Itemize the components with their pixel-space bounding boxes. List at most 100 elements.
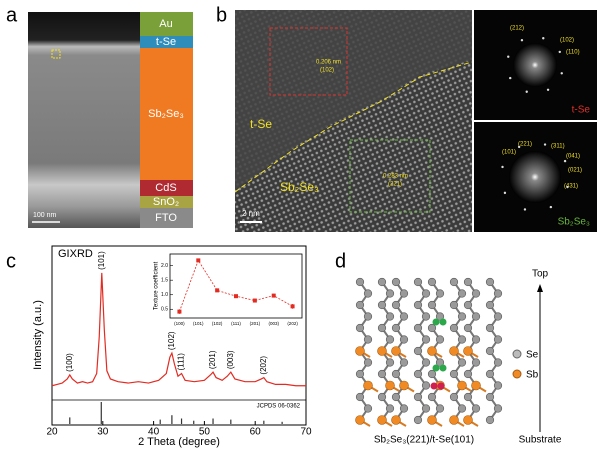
fft-label: t-Se: [572, 105, 591, 116]
fft-spot: (212): [510, 26, 524, 32]
fft-dot: [549, 205, 553, 209]
legend-label: Se: [526, 350, 539, 361]
annotation: (102): [320, 68, 334, 74]
atom: [427, 277, 437, 287]
fft-dot: [523, 208, 527, 211]
layer: [140, 12, 193, 36]
layer: [140, 36, 193, 48]
atom: [413, 415, 423, 425]
xrd-line: [51, 272, 306, 387]
atom: [385, 404, 395, 413]
point: [215, 288, 220, 293]
fft-dot: [563, 159, 567, 163]
atom: [463, 369, 473, 379]
layer: [140, 208, 193, 228]
fft-dot: [542, 37, 545, 40]
atom: [435, 289, 445, 298]
fft-dot: [546, 88, 550, 91]
atom: [355, 415, 365, 425]
atom: [449, 392, 459, 402]
fft-dot: [543, 143, 547, 146]
annotation: (221): [388, 182, 402, 188]
atom: [421, 404, 431, 413]
atom: [355, 300, 365, 310]
fft-spot: (101): [502, 150, 516, 156]
atom: [471, 335, 481, 344]
x-tick-label: 20: [46, 427, 58, 438]
fft-spot: (431): [564, 184, 578, 190]
arrow-label: Top: [532, 269, 549, 280]
point: [234, 294, 238, 299]
atom: [363, 335, 373, 344]
x-tick-label: 60: [250, 427, 262, 438]
x-tick-label: 70: [300, 427, 312, 438]
atom: [385, 335, 395, 344]
atom: [377, 323, 387, 333]
x-tick-label: (111): [231, 321, 241, 326]
crystal-structure: [355, 277, 503, 427]
atom: [421, 289, 431, 298]
atom: [377, 415, 387, 425]
x-tick-label: (201): [250, 321, 261, 326]
fft-center: [509, 151, 561, 203]
atom: [493, 381, 503, 390]
x-tick-label: 50: [199, 427, 211, 438]
atom: [463, 277, 473, 287]
atom: [427, 392, 437, 402]
atom: [463, 323, 473, 333]
atom: [463, 392, 473, 402]
layer-label: FTO: [155, 212, 177, 224]
atom: [355, 277, 365, 287]
atom: [485, 323, 495, 333]
x-axis-label: 2 Theta (degree): [138, 436, 220, 448]
point: [290, 304, 295, 309]
fft-dot: [566, 185, 569, 189]
atom: [385, 358, 395, 367]
x-tick-label: 40: [148, 427, 160, 438]
region-box: [269, 27, 348, 96]
y-axis-label: Intensity (a.u.): [32, 300, 44, 370]
annotation: 0.206 nm: [316, 60, 341, 66]
y-tick-label: 1.5: [161, 278, 168, 284]
region-box: [349, 139, 431, 213]
atom: [363, 312, 373, 321]
peak-label: (201): [208, 350, 217, 369]
reference-label: JCPDS 06-0362: [257, 404, 301, 410]
atom: [413, 369, 423, 379]
peak-label: (202): [259, 356, 268, 375]
defect: [437, 382, 445, 390]
fft-dot: [558, 50, 561, 54]
atom: [471, 358, 481, 367]
peak-label: (102): [167, 331, 176, 350]
defect: [430, 382, 438, 390]
atom: [493, 404, 503, 413]
atom: [485, 369, 495, 379]
atom: [421, 358, 431, 367]
atom: [413, 392, 423, 402]
fft-center: [513, 43, 557, 87]
atom: [385, 312, 395, 321]
atom: [435, 404, 445, 413]
panel-label: b: [216, 4, 227, 26]
y-tick-label: 2.0: [161, 263, 168, 269]
y-tick-label: 1.0: [161, 292, 168, 298]
y-tick-label: 0.5: [161, 307, 168, 313]
layer-label: CdS: [155, 182, 176, 194]
atom: [427, 346, 437, 356]
x-tick-label: (102): [212, 321, 223, 326]
atom: [463, 300, 473, 310]
legend-swatch: [512, 349, 522, 359]
atom: [399, 289, 409, 298]
atom: [485, 300, 495, 310]
atom: [377, 346, 387, 356]
atom: [427, 415, 437, 425]
atom: [421, 381, 431, 390]
fft-spot: (110): [566, 50, 580, 56]
atom: [399, 312, 409, 321]
atom: [421, 335, 431, 344]
fft-spot: (021): [568, 168, 582, 174]
atom: [377, 277, 387, 287]
fft-dot: [507, 55, 510, 58]
fft-dot: [520, 39, 524, 42]
